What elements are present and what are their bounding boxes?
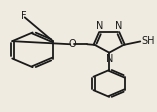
Text: F: F [21, 11, 26, 21]
Text: O: O [68, 39, 76, 49]
Text: N: N [96, 21, 103, 31]
Text: SH: SH [141, 36, 155, 46]
Text: N: N [115, 21, 123, 31]
Text: N: N [106, 54, 113, 64]
